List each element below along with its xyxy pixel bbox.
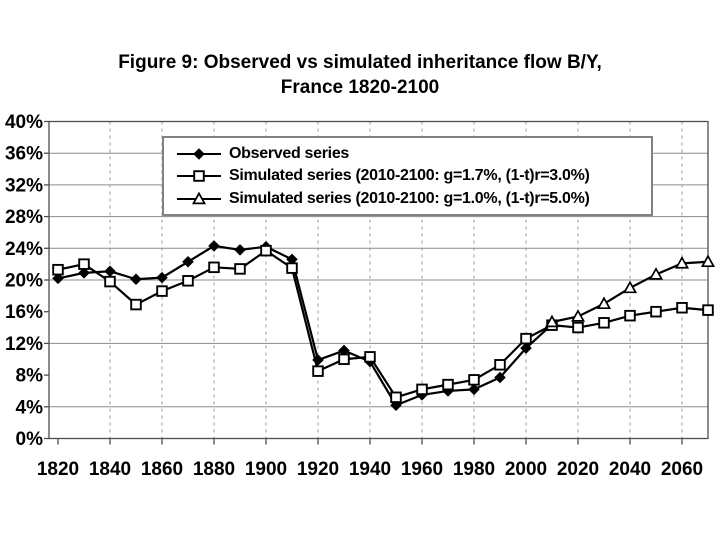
marker-diamond-icon (468, 383, 480, 396)
legend-label: Simulated series (2010-2100: g=1.7%, (1-… (229, 167, 590, 184)
y-tick-label: 16% (5, 302, 43, 323)
marker-diamond-icon (52, 272, 64, 285)
marker-triangle-icon (648, 267, 664, 280)
marker-square-icon (442, 378, 454, 391)
x-tick-label: 1820 (37, 459, 79, 480)
marker-square-icon (78, 258, 90, 270)
marker-triangle-icon (191, 191, 207, 204)
x-tick-label: 1900 (245, 459, 287, 480)
marker-square-icon (702, 304, 714, 316)
marker-square-icon (156, 285, 168, 297)
marker-triangle-icon (674, 256, 690, 269)
legend-label: Observed series (229, 144, 350, 162)
marker-diamond-icon (182, 256, 194, 268)
marker-square-icon (364, 351, 376, 363)
marker-square-icon (390, 391, 402, 404)
y-tick-label: 28% (5, 207, 43, 228)
legend-marker-square-open-icon (177, 170, 221, 182)
marker-square-icon (193, 170, 205, 182)
marker-diamond-icon (234, 244, 246, 256)
marker-diamond-icon (156, 271, 168, 284)
y-tick-label: 40% (5, 112, 43, 133)
x-tick-label: 1860 (141, 459, 183, 480)
marker-square-icon (234, 263, 246, 275)
marker-square-icon (52, 263, 64, 276)
marker-square-icon (650, 305, 662, 318)
marker-diamond-icon (130, 273, 142, 285)
y-tick-label: 20% (5, 271, 43, 292)
x-tick-label: 1940 (349, 459, 391, 480)
marker-square-icon (208, 261, 220, 274)
x-tick-label: 1980 (453, 459, 495, 480)
marker-square-icon (520, 332, 532, 345)
marker-diamond-icon (520, 342, 532, 354)
marker-diamond-icon (312, 354, 324, 366)
series-line-1 (57, 249, 709, 399)
marker-diamond-icon (494, 371, 506, 384)
y-tick-label: 36% (5, 144, 43, 165)
marker-diamond-icon (104, 265, 116, 278)
chart-title-line2: France 1820-2100 (280, 77, 440, 98)
marker-triangle-icon (596, 296, 612, 310)
marker-square-icon (624, 309, 636, 322)
x-tick-label: 2020 (557, 459, 599, 480)
marker-diamond-icon (390, 399, 402, 411)
x-tick-label: 1920 (297, 459, 339, 480)
marker-triangle-icon (570, 309, 586, 322)
marker-square-icon (312, 365, 324, 377)
marker-square-icon (598, 317, 610, 329)
marker-square-icon (286, 262, 298, 274)
y-tick-label: 12% (5, 334, 43, 355)
y-tick-label: 8% (16, 366, 44, 387)
marker-square-icon (130, 298, 142, 311)
marker-square-icon (676, 301, 688, 314)
chart-title-line1: Figure 9: Observed vs simulated inherita… (118, 52, 602, 73)
y-tick-label: 0% (16, 429, 44, 450)
y-tick-label: 4% (16, 397, 44, 418)
marker-diamond-icon (193, 147, 205, 160)
marker-square-icon (182, 275, 194, 287)
marker-diamond-icon (78, 267, 90, 279)
marker-square-icon (338, 353, 350, 366)
x-tick-label: 1960 (401, 459, 443, 480)
legend-item: Observed series (176, 145, 651, 163)
marker-square-icon (416, 383, 428, 396)
marker-square-icon (494, 359, 506, 371)
x-tick-label: 1880 (193, 459, 235, 480)
y-tick-label: 32% (5, 175, 43, 196)
legend-label: Simulated series (2010-2100: g=1.0%, (1-… (229, 189, 590, 207)
chart-legend: Observed series Simulated series (2010-21… (162, 136, 653, 216)
marker-square-icon (104, 275, 116, 288)
legend-marker-triangle-open-icon (177, 191, 221, 204)
x-tick-label: 2000 (505, 459, 547, 480)
x-tick-label: 2060 (661, 459, 703, 480)
marker-diamond-icon (208, 240, 220, 252)
marker-square-icon (260, 244, 272, 257)
x-tick-label: 2040 (609, 459, 651, 480)
x-tick-label: 1840 (89, 459, 131, 480)
legend-item: Simulated series (2010-2100: g=1.0%, (1-… (176, 190, 651, 208)
y-tick-label: 24% (5, 239, 43, 260)
marker-triangle-icon (700, 254, 716, 268)
chart-title: Figure 9: Observed vs simulated inherita… (0, 50, 720, 100)
legend-item: Simulated series (2010-2100: g=1.7%, (1-… (176, 167, 651, 185)
marker-square-icon (572, 321, 584, 334)
marker-triangle-icon (544, 314, 560, 328)
legend-marker-diamond-filled-icon (177, 147, 221, 160)
marker-square-icon (468, 374, 480, 386)
marker-triangle-icon (622, 280, 638, 294)
